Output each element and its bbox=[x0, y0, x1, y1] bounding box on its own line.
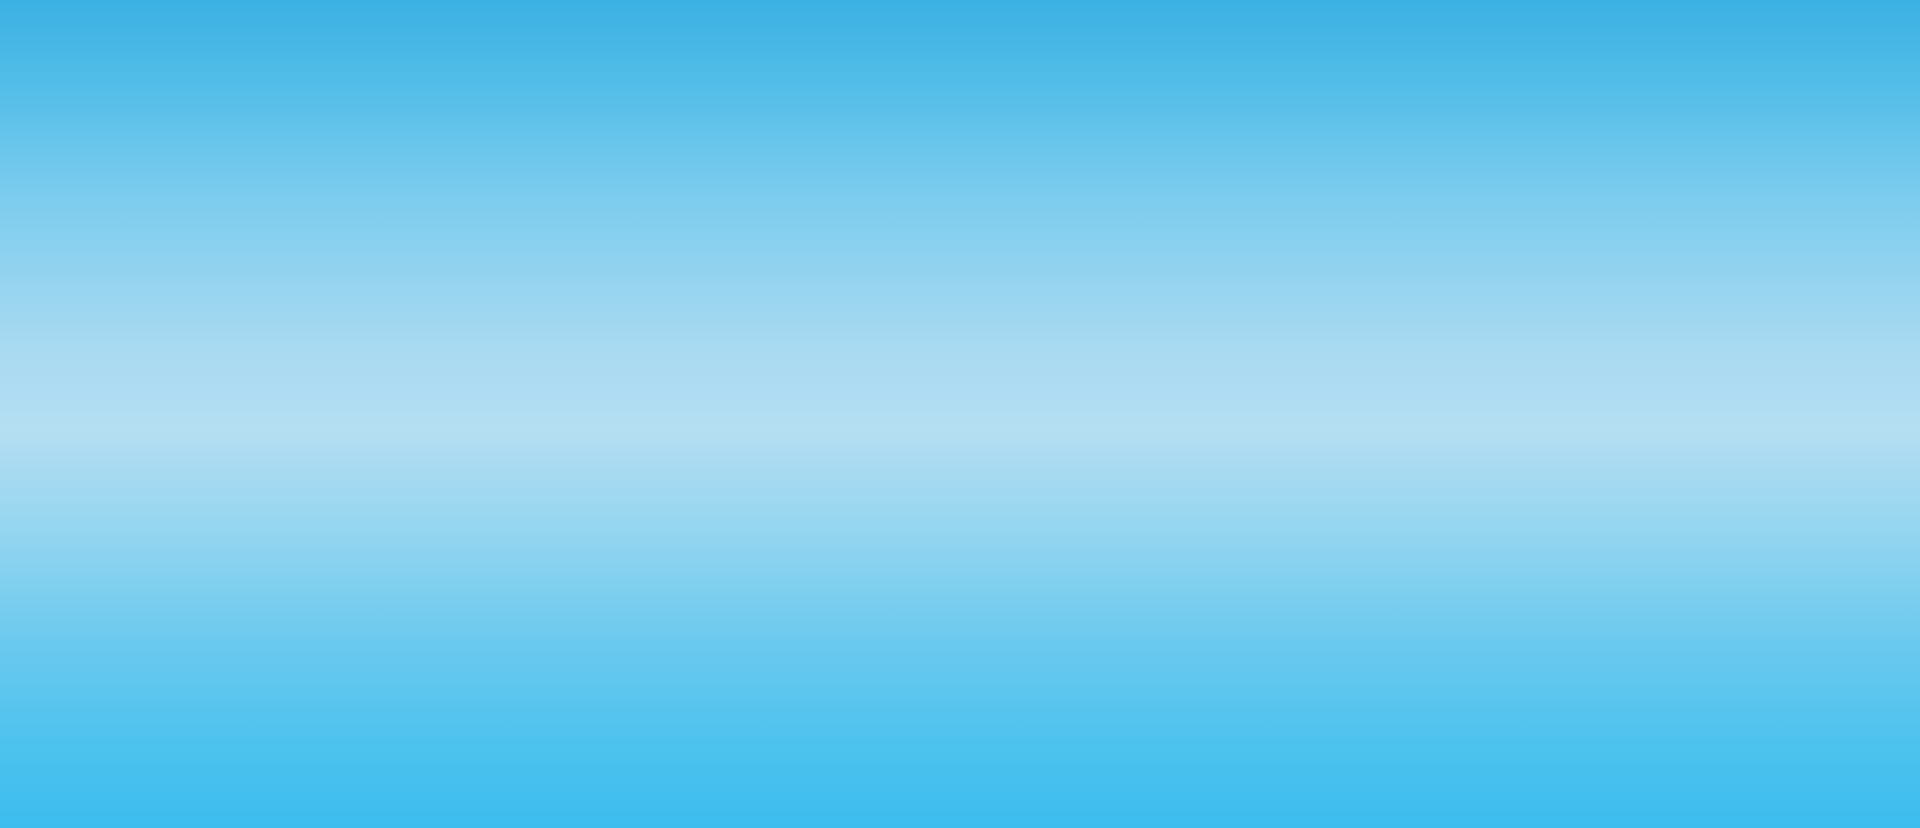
spectrum-chart bbox=[0, 0, 1920, 828]
poster-canvas bbox=[0, 0, 1920, 828]
